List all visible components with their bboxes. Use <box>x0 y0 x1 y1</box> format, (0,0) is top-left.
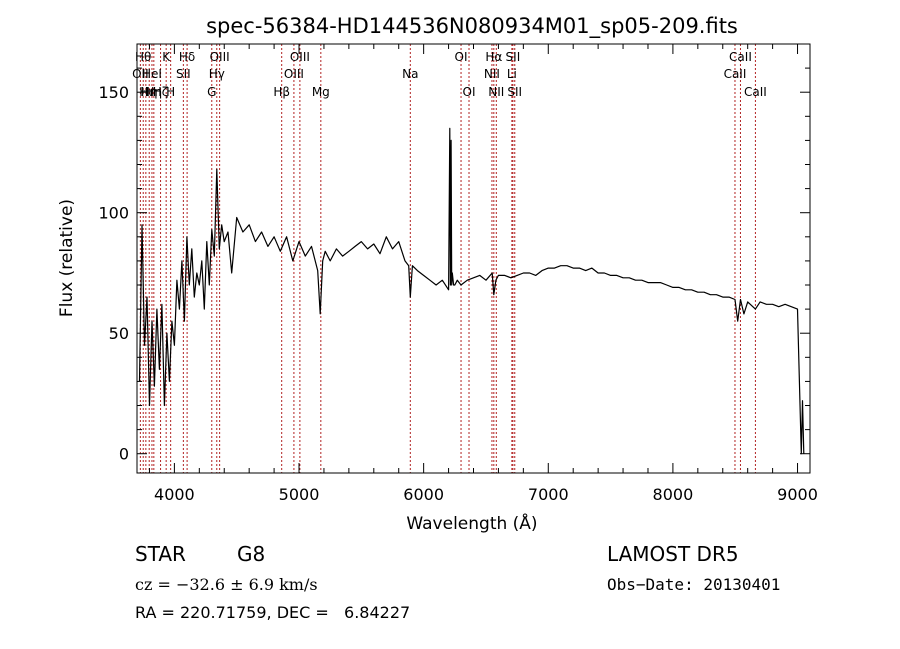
line-label: Hθ <box>135 50 151 64</box>
line-label: Hδ <box>179 50 195 64</box>
y-tick-label: 50 <box>109 324 129 343</box>
x-tick-label: 6000 <box>403 485 444 504</box>
y-tick-label: 0 <box>119 445 129 464</box>
line-label: Hβ <box>273 85 290 99</box>
line-label: SII <box>506 50 521 64</box>
line-label: SII <box>507 85 522 99</box>
line-label: OII <box>132 67 149 81</box>
x-tick-label: 4000 <box>154 485 195 504</box>
coordinates: RA = 220.71759, DEC = 6.84227 <box>135 603 411 622</box>
redshift-readout: cz = −32.6 ± 6.9 km/s <box>135 575 318 594</box>
series-line <box>138 127 805 455</box>
line-label: Hγ <box>209 67 225 81</box>
plot-frame <box>136 43 811 474</box>
line-markers <box>139 44 756 473</box>
line-labels: OIIHθHιHηHeIHηHζKHSIIHδGHγOIIIHβOIIIOIII… <box>132 50 767 99</box>
y-axis: 0 50 100 150 <box>98 43 810 464</box>
x-tick-label: 7000 <box>528 485 569 504</box>
survey-label: LAMOST DR5 <box>607 542 739 566</box>
line-label: Hη <box>146 85 163 99</box>
x-axis-label: Wavelength (Å) <box>406 512 537 534</box>
x-axis: 4000 5000 6000 7000 8000 9000 <box>148 44 818 504</box>
y-axis-label: Flux (relative) <box>57 199 77 317</box>
x-tick-label: 9000 <box>777 485 818 504</box>
line-label: CaII <box>724 67 747 81</box>
line-label: G <box>207 85 216 99</box>
line-label: CaII <box>744 85 767 99</box>
line-label: Na <box>402 67 418 81</box>
line-label: Mg <box>312 85 330 99</box>
x-tick-label: 8000 <box>653 485 694 504</box>
line-label: OI <box>463 85 476 99</box>
line-label: NII <box>488 85 504 99</box>
y-tick-label: 150 <box>98 83 129 102</box>
line-label: OIII <box>210 50 230 64</box>
line-label: Hα <box>485 50 502 64</box>
line-label: K <box>162 50 171 64</box>
line-label: HeI <box>142 67 162 81</box>
chart-title: spec-56384-HD144536N080934M01_sp05-209.f… <box>206 14 738 39</box>
line-label: Hζ <box>153 85 169 99</box>
y-tick-label: 100 <box>98 204 129 223</box>
line-label: OIII <box>284 67 304 81</box>
subclass: G8 <box>237 542 266 566</box>
line-label: Li <box>507 67 517 81</box>
line-label: OIII <box>290 50 310 64</box>
line-label: SII <box>176 67 191 81</box>
obs-date: Obs−Date: 20130401 <box>607 575 781 594</box>
object-class: STAR <box>135 542 186 566</box>
line-label: OI <box>455 50 468 64</box>
line-label: H <box>166 85 175 99</box>
line-label: NII <box>484 67 500 81</box>
line-label: CaII <box>729 50 752 64</box>
x-tick-label: 5000 <box>279 485 320 504</box>
line-label: Hη <box>141 85 158 99</box>
